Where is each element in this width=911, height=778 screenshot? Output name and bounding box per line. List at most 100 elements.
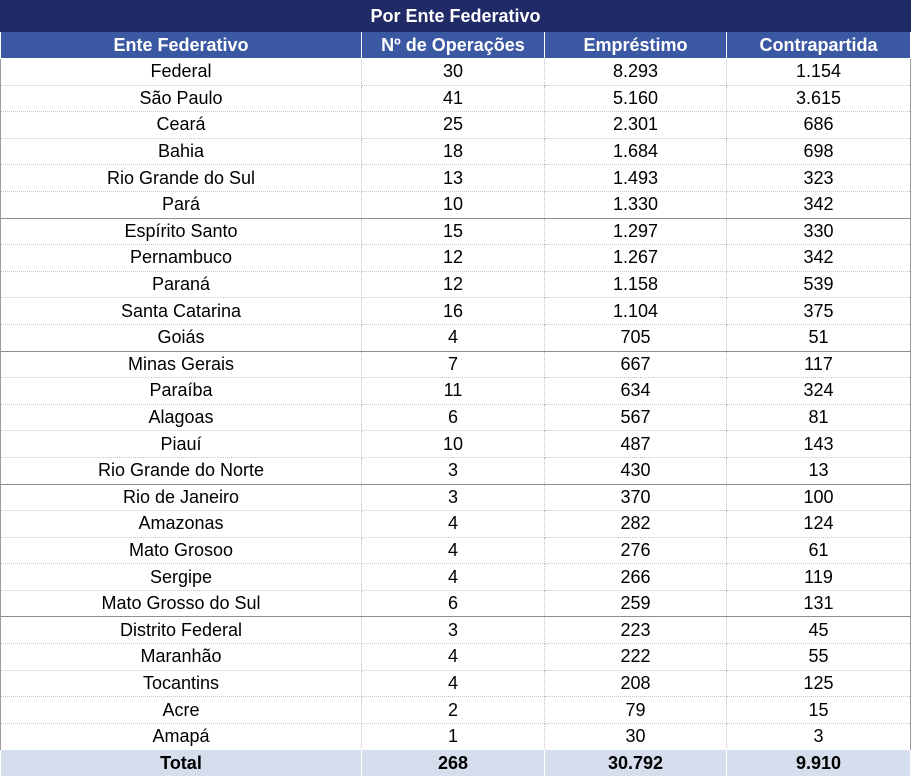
table-row: Bahia 18 1.684 698	[0, 138, 911, 166]
table-row: Acre 2 79 15	[0, 696, 911, 724]
cell-operacoes: 4	[361, 324, 545, 352]
cell-contrapartida: 3.615	[725, 85, 911, 113]
cell-ente: Pará	[0, 191, 362, 219]
table-row: Rio Grande do Sul 13 1.493 323	[0, 164, 911, 192]
cell-contrapartida: 3	[725, 723, 911, 751]
cell-emprestimo: 487	[544, 430, 727, 458]
cell-ente: Maranhão	[0, 643, 362, 671]
cell-ente: Distrito Federal	[0, 616, 362, 645]
cell-operacoes: 10	[361, 191, 545, 219]
cell-operacoes: 4	[361, 643, 545, 671]
cell-emprestimo: 567	[544, 404, 727, 432]
cell-emprestimo: 2.301	[544, 111, 727, 139]
cell-contrapartida: 1.154	[725, 58, 911, 86]
table-row: Federal 30 8.293 1.154	[0, 58, 911, 86]
table-row: Rio de Janeiro 3 370 100	[0, 484, 911, 512]
cell-operacoes: 11	[361, 377, 545, 405]
cell-ente: Minas Gerais	[0, 351, 362, 379]
table-row: Ceará 25 2.301 686	[0, 111, 911, 139]
cell-contrapartida: 342	[725, 191, 911, 219]
table-row: Distrito Federal 3 223 45	[0, 616, 911, 645]
table-row: Rio Grande do Norte 3 430 13	[0, 457, 911, 485]
total-operacoes: 268	[361, 749, 545, 778]
cell-contrapartida: 117	[725, 351, 911, 379]
table-row: Mato Grosoo 4 276 61	[0, 537, 911, 565]
cell-operacoes: 4	[361, 670, 545, 698]
cell-ente: Rio Grande do Sul	[0, 164, 362, 192]
table-body: Federal 30 8.293 1.154 São Paulo 41 5.160 3.615…	[0, 58, 911, 751]
cell-emprestimo: 259	[544, 590, 727, 618]
cell-ente: Federal	[0, 58, 362, 86]
cell-contrapartida: 55	[725, 643, 911, 671]
cell-emprestimo: 430	[544, 457, 727, 485]
cell-contrapartida: 15	[725, 696, 911, 724]
cell-emprestimo: 1.267	[544, 244, 727, 272]
table-row: Espírito Santo 15 1.297 330	[0, 218, 911, 246]
cell-ente: Sergipe	[0, 563, 362, 591]
cell-emprestimo: 1.330	[544, 191, 727, 219]
cell-ente: Paraíba	[0, 377, 362, 405]
cell-ente: São Paulo	[0, 85, 362, 113]
header-row: Ente Federativo Nº de Operações Emprésti…	[0, 31, 911, 59]
cell-emprestimo: 222	[544, 643, 727, 671]
cell-operacoes: 18	[361, 138, 545, 166]
cell-contrapartida: 342	[725, 244, 911, 272]
cell-operacoes: 3	[361, 457, 545, 485]
table-row: Amazonas 4 282 124	[0, 510, 911, 538]
cell-ente: Santa Catarina	[0, 297, 362, 325]
cell-ente: Amazonas	[0, 510, 362, 538]
column-header-emprestimo: Empréstimo	[544, 31, 727, 59]
cell-ente: Rio Grande do Norte	[0, 457, 362, 485]
table-row: Maranhão 4 222 55	[0, 643, 911, 671]
cell-contrapartida: 323	[725, 164, 911, 192]
cell-operacoes: 6	[361, 404, 545, 432]
cell-contrapartida: 539	[725, 271, 911, 299]
cell-ente: Mato Grosso do Sul	[0, 590, 362, 618]
cell-operacoes: 6	[361, 590, 545, 618]
cell-ente: Amapá	[0, 723, 362, 751]
cell-operacoes: 4	[361, 537, 545, 565]
cell-emprestimo: 1.158	[544, 271, 727, 299]
cell-emprestimo: 667	[544, 351, 727, 379]
cell-operacoes: 4	[361, 510, 545, 538]
cell-emprestimo: 370	[544, 484, 727, 512]
cell-ente: Rio de Janeiro	[0, 484, 362, 512]
column-header-contrapartida: Contrapartida	[725, 31, 911, 59]
cell-operacoes: 3	[361, 616, 545, 645]
column-header-ente: Ente Federativo	[0, 31, 362, 59]
cell-ente: Alagoas	[0, 404, 362, 432]
table-row: Goiás 4 705 51	[0, 324, 911, 352]
total-row: Total 268 30.792 9.910	[0, 749, 911, 778]
table-row: Santa Catarina 16 1.104 375	[0, 297, 911, 325]
cell-operacoes: 1	[361, 723, 545, 751]
total-label: Total	[0, 749, 362, 778]
table-row: Paraíba 11 634 324	[0, 377, 911, 405]
cell-emprestimo: 8.293	[544, 58, 727, 86]
cell-operacoes: 2	[361, 696, 545, 724]
cell-operacoes: 30	[361, 58, 545, 86]
cell-operacoes: 15	[361, 218, 545, 246]
cell-operacoes: 10	[361, 430, 545, 458]
cell-contrapartida: 100	[725, 484, 911, 512]
cell-ente: Espírito Santo	[0, 218, 362, 246]
table-row: Minas Gerais 7 667 117	[0, 351, 911, 379]
table-row: Paraná 12 1.158 539	[0, 271, 911, 299]
cell-emprestimo: 1.684	[544, 138, 727, 166]
table-row: São Paulo 41 5.160 3.615	[0, 85, 911, 113]
cell-operacoes: 25	[361, 111, 545, 139]
cell-contrapartida: 125	[725, 670, 911, 698]
total-contrapartida: 9.910	[725, 749, 911, 778]
cell-ente: Ceará	[0, 111, 362, 139]
cell-operacoes: 12	[361, 271, 545, 299]
cell-emprestimo: 1.493	[544, 164, 727, 192]
total-emprestimo: 30.792	[544, 749, 727, 778]
cell-operacoes: 3	[361, 484, 545, 512]
cell-emprestimo: 5.160	[544, 85, 727, 113]
table-row: Piauí 10 487 143	[0, 430, 911, 458]
cell-operacoes: 41	[361, 85, 545, 113]
table-head: Por Ente Federativo Ente Federativo Nº d…	[0, 0, 911, 59]
cell-contrapartida: 330	[725, 218, 911, 246]
cell-emprestimo: 30	[544, 723, 727, 751]
cell-contrapartida: 698	[725, 138, 911, 166]
